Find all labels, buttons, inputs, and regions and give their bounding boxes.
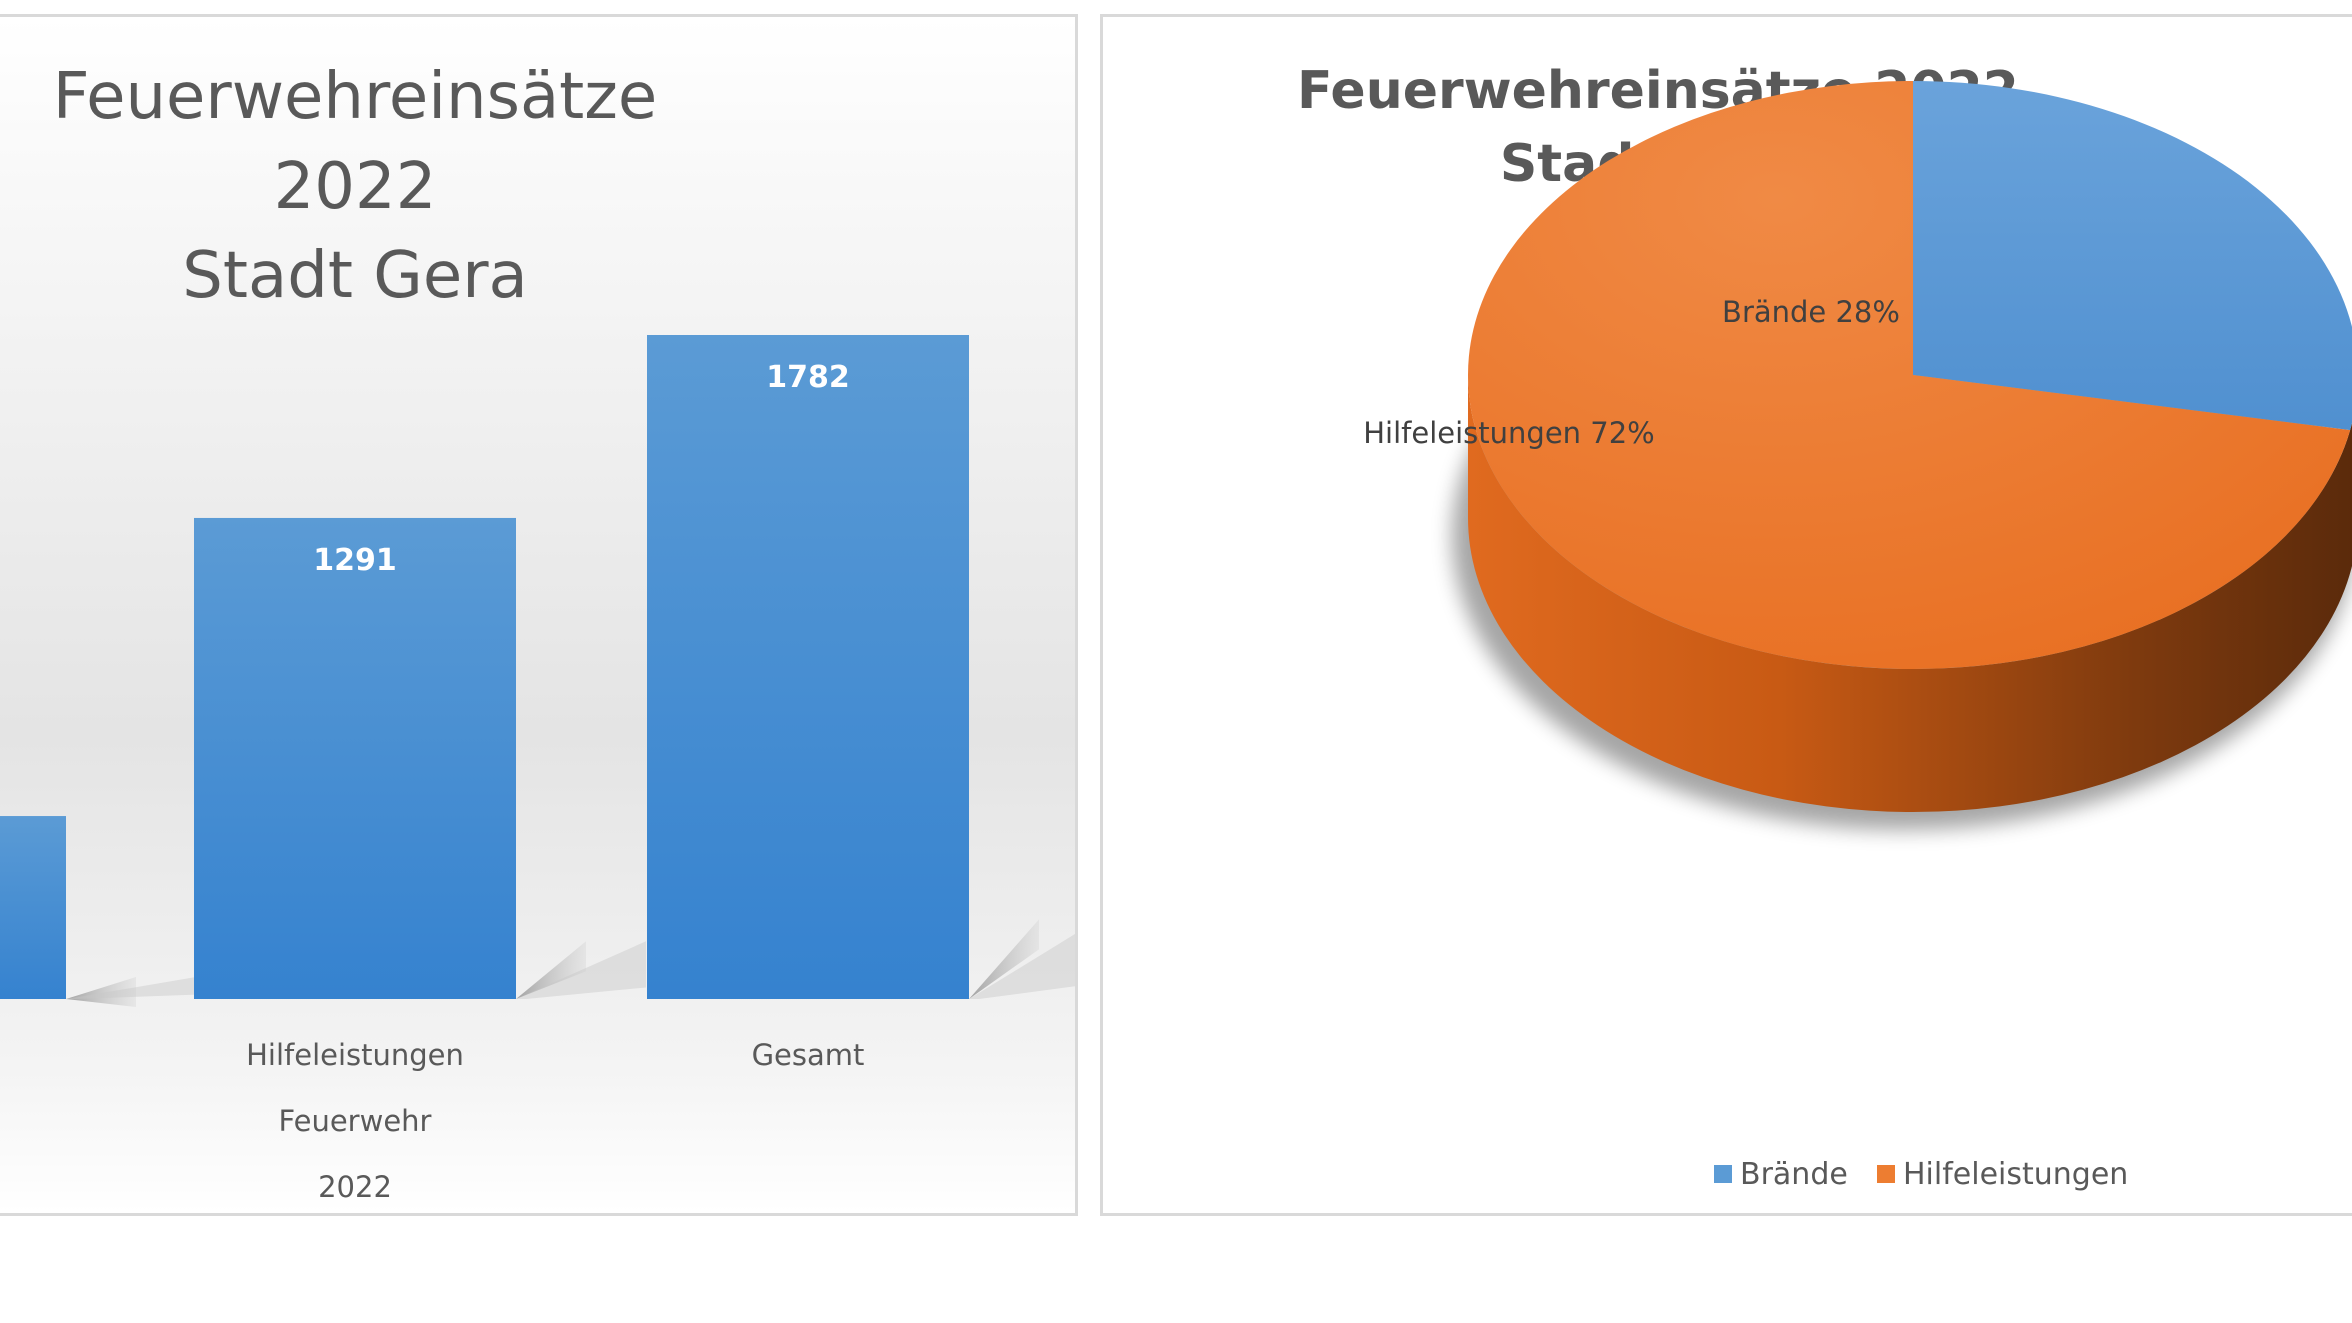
- bar-shadow-braende: [66, 977, 136, 1008]
- pie-chart-plot: Brände 28% Hilfeleistungen 72%: [1363, 81, 2352, 830]
- legend-item-hilfeleistungen: Hilfeleistungen: [1877, 1157, 2128, 1192]
- bar-shadow-soft-gesamt: [969, 934, 1075, 999]
- bar-category-label-gesamt: Gesamt: [752, 1038, 865, 1072]
- x-axis-label-2022: 2022: [318, 1170, 392, 1204]
- legend-item-braende: Brände: [1714, 1157, 1848, 1192]
- bar-chart-panel: Feuerwehreinsätze 2022 Stadt Gera 491Brä…: [0, 14, 1078, 1216]
- legend-swatch-hilfeleistungen: [1877, 1164, 1895, 1183]
- pie-legend: Brände Hilfeleistungen: [1103, 1157, 2352, 1197]
- legend-swatch-braende: [1714, 1164, 1732, 1183]
- legend-label-hilfeleistungen: Hilfeleistungen: [1903, 1157, 2129, 1192]
- bar-shadow-soft-braende: [66, 977, 196, 999]
- bar-category-label-hilfeleistungen: Hilfeleistungen: [246, 1038, 464, 1072]
- legend-label-braende: Brände: [1740, 1157, 1848, 1192]
- pie-label-braende: Brände 28%: [1722, 295, 1900, 329]
- bar-chart-title-line1: Feuerwehreinsätze 2022: [52, 60, 658, 224]
- bar-chart-title-line2: Stadt Gera: [182, 239, 528, 314]
- bar-value-label-hilfeleistungen: 1291: [313, 543, 397, 578]
- bar-gesamt: [647, 335, 969, 999]
- bar-hilfeleistungen: [194, 517, 516, 999]
- bar-shadow-soft-hilfeleistungen: [516, 941, 646, 999]
- bar-chart-plot: 491Brände1291Hilfeleistungen1782GesamtFe…: [0, 335, 1075, 1204]
- pie-side-wall: [1468, 375, 2352, 812]
- pie-label-hilfeleistungen: Hilfeleistungen 72%: [1363, 416, 1654, 450]
- pie-slice-hilfeleistungen: [1468, 81, 2351, 670]
- bar-chart-title: Feuerwehreinsätze 2022 Stadt Gera: [0, 53, 1075, 322]
- x-axis-label-feuerwehr: Feuerwehr: [279, 1104, 432, 1138]
- bar-shadow-hilfeleistungen: [516, 941, 586, 999]
- bar-braende: [0, 816, 66, 999]
- bar-shadow-gesamt: [969, 919, 1039, 999]
- bar-value-label-gesamt: 1782: [766, 360, 850, 395]
- pie-slice-braende: [1913, 81, 2352, 431]
- pie-chart-panel: Feuerwehreinsätze 2022 Stadt Gera Brände…: [1100, 14, 2352, 1216]
